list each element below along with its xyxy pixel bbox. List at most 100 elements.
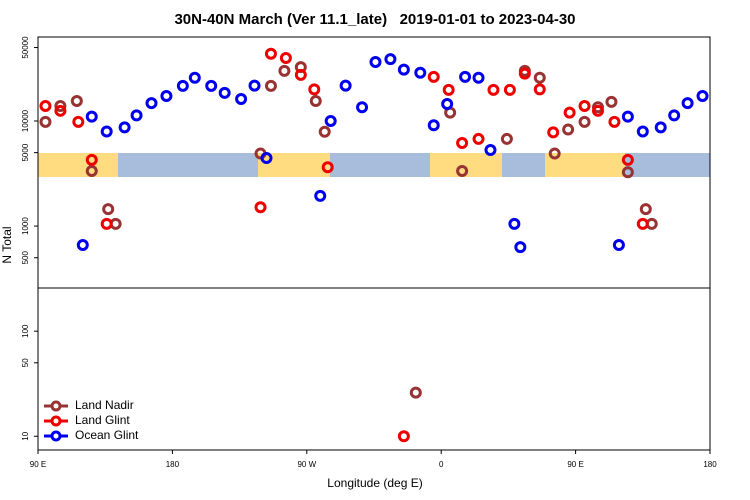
point bbox=[456, 137, 469, 150]
point bbox=[562, 123, 575, 136]
point bbox=[308, 83, 321, 96]
point bbox=[636, 125, 649, 138]
point bbox=[260, 151, 273, 164]
y-tick-label: 500 bbox=[21, 251, 30, 265]
x-axis-label: Longitude (deg E) bbox=[327, 476, 422, 490]
y-axis-label: N Total bbox=[0, 226, 14, 263]
x-tick-label: 90 E bbox=[567, 460, 583, 469]
point bbox=[54, 99, 67, 112]
point bbox=[118, 121, 131, 134]
map-strip bbox=[38, 153, 710, 177]
point bbox=[409, 386, 422, 399]
legend-marker bbox=[50, 415, 62, 427]
point bbox=[160, 89, 173, 102]
point bbox=[264, 47, 277, 60]
point bbox=[427, 70, 440, 83]
point bbox=[356, 101, 369, 114]
x-tick-label: 180 bbox=[166, 460, 180, 469]
point bbox=[218, 86, 231, 99]
point bbox=[636, 217, 649, 230]
x-tick-label: 0 bbox=[439, 460, 444, 469]
point bbox=[456, 165, 469, 178]
point bbox=[608, 115, 621, 128]
point bbox=[668, 109, 681, 122]
point bbox=[621, 110, 634, 123]
point bbox=[72, 115, 85, 128]
point bbox=[205, 79, 218, 92]
legend-label: Land Nadir bbox=[75, 398, 134, 412]
point bbox=[578, 99, 591, 112]
point bbox=[681, 97, 694, 110]
point bbox=[639, 203, 652, 216]
x-tick-label: 90 E bbox=[30, 460, 46, 469]
point bbox=[254, 201, 267, 214]
y-tick-label: 50000 bbox=[21, 36, 30, 59]
point bbox=[484, 143, 497, 156]
point bbox=[578, 115, 591, 128]
point bbox=[533, 83, 546, 96]
point bbox=[414, 66, 427, 79]
point bbox=[39, 115, 52, 128]
point bbox=[508, 217, 521, 230]
point bbox=[441, 98, 454, 111]
point bbox=[100, 125, 113, 138]
point bbox=[621, 166, 634, 179]
point bbox=[100, 217, 113, 230]
legend-label: Ocean Glint bbox=[75, 428, 139, 442]
point bbox=[235, 92, 248, 105]
point bbox=[487, 83, 500, 96]
point bbox=[533, 71, 546, 84]
point bbox=[369, 56, 382, 69]
point bbox=[654, 121, 667, 134]
point bbox=[145, 97, 158, 110]
point bbox=[318, 125, 331, 138]
point bbox=[248, 79, 261, 92]
point bbox=[427, 119, 440, 132]
point bbox=[294, 68, 307, 81]
point bbox=[339, 79, 352, 92]
legend-marker bbox=[50, 400, 62, 412]
point bbox=[309, 94, 322, 107]
x-tick-label: 180 bbox=[703, 460, 717, 469]
point bbox=[54, 104, 67, 117]
y-tick-label: 50 bbox=[21, 358, 30, 367]
point bbox=[76, 239, 89, 252]
point bbox=[321, 161, 334, 174]
point bbox=[472, 132, 485, 145]
point bbox=[605, 95, 618, 108]
point bbox=[503, 83, 516, 96]
point bbox=[397, 430, 410, 443]
point bbox=[548, 147, 561, 160]
point bbox=[176, 79, 189, 92]
point bbox=[188, 71, 201, 84]
y-tick-label: 10000 bbox=[21, 109, 30, 132]
point bbox=[621, 153, 634, 166]
point bbox=[500, 132, 513, 145]
point bbox=[324, 114, 337, 127]
y-tick-label: 1000 bbox=[21, 217, 30, 235]
legend-marker bbox=[50, 430, 62, 442]
point bbox=[85, 110, 98, 123]
point bbox=[85, 153, 98, 166]
plot-frame bbox=[37, 36, 711, 451]
point bbox=[314, 189, 327, 202]
point bbox=[696, 89, 709, 102]
y-tick-label: 5000 bbox=[21, 143, 30, 161]
point bbox=[130, 109, 143, 122]
chart-title: 30N-40N March (Ver 11.1_late) 2019-01-01… bbox=[174, 11, 575, 28]
point bbox=[518, 67, 531, 80]
point bbox=[279, 51, 292, 64]
point bbox=[70, 94, 83, 107]
x-tick-label: 90 W bbox=[297, 460, 316, 469]
point bbox=[592, 104, 604, 117]
point bbox=[264, 79, 277, 92]
y-tick-label: 10 bbox=[21, 431, 30, 440]
point bbox=[547, 126, 560, 139]
point bbox=[514, 241, 527, 254]
point bbox=[442, 83, 455, 96]
point bbox=[459, 70, 472, 83]
y-tick-label: 100 bbox=[21, 324, 30, 338]
point bbox=[102, 203, 115, 216]
point bbox=[397, 63, 410, 76]
